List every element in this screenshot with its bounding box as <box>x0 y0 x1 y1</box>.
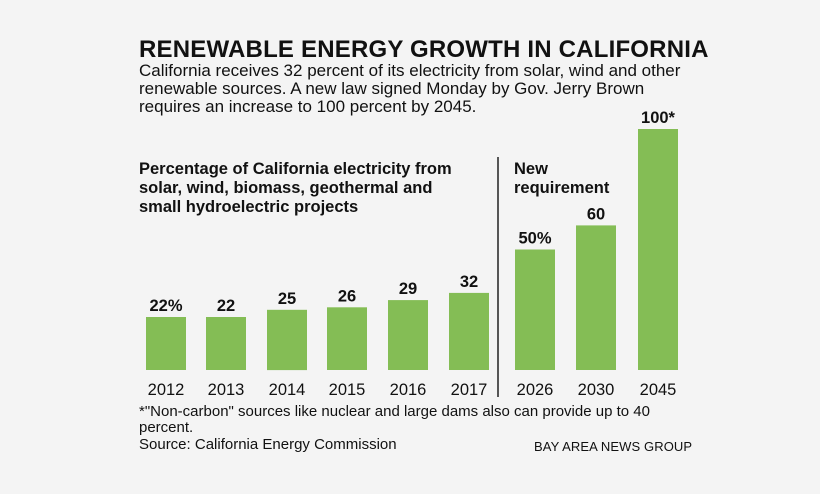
data-label-2030: 60 <box>587 205 605 223</box>
data-label-2013: 22 <box>217 297 235 315</box>
x-tick-2026: 2026 <box>517 381 554 399</box>
data-label-2016: 29 <box>399 280 417 298</box>
bar-2014 <box>267 309 307 371</box>
x-tick-2013: 2013 <box>208 381 245 399</box>
x-tick-2012: 2012 <box>148 381 185 399</box>
left-panel-label: Percentage of California electricity fro… <box>139 160 452 216</box>
x-tick-2030: 2030 <box>578 381 615 399</box>
x-tick-2017: 2017 <box>451 381 488 399</box>
footnote: *"Non-carbon" sources like nuclear and l… <box>139 403 650 436</box>
x-tick-2014: 2014 <box>269 381 306 399</box>
x-tick-2016: 2016 <box>390 381 427 399</box>
chart-subtitle: California receives 32 percent of its el… <box>139 61 681 116</box>
right-panel-label: New requirement <box>514 160 610 197</box>
chart-title: RENEWABLE ENERGY GROWTH IN CALIFORNIA <box>139 36 709 63</box>
bar-2026 <box>515 249 555 370</box>
credit: BAY AREA NEWS GROUP <box>534 439 693 454</box>
data-label-2045: 100* <box>641 109 676 127</box>
bar-2030 <box>576 225 616 370</box>
bar-2012 <box>146 317 186 370</box>
bar-2015 <box>327 307 367 370</box>
bar-2013 <box>206 317 246 370</box>
bar-2045 <box>638 129 678 370</box>
bar-2017 <box>449 292 489 370</box>
source-note: Source: California Energy Commission <box>139 436 397 453</box>
data-label-2012: 22% <box>149 297 182 315</box>
x-tick-2045: 2045 <box>640 381 677 399</box>
data-label-2017: 32 <box>460 273 478 291</box>
data-label-2015: 26 <box>338 287 356 305</box>
x-tick-2015: 2015 <box>329 381 366 399</box>
bar-2016 <box>388 300 428 370</box>
data-label-2026: 50% <box>518 230 551 248</box>
data-label-2014: 25 <box>278 290 296 308</box>
